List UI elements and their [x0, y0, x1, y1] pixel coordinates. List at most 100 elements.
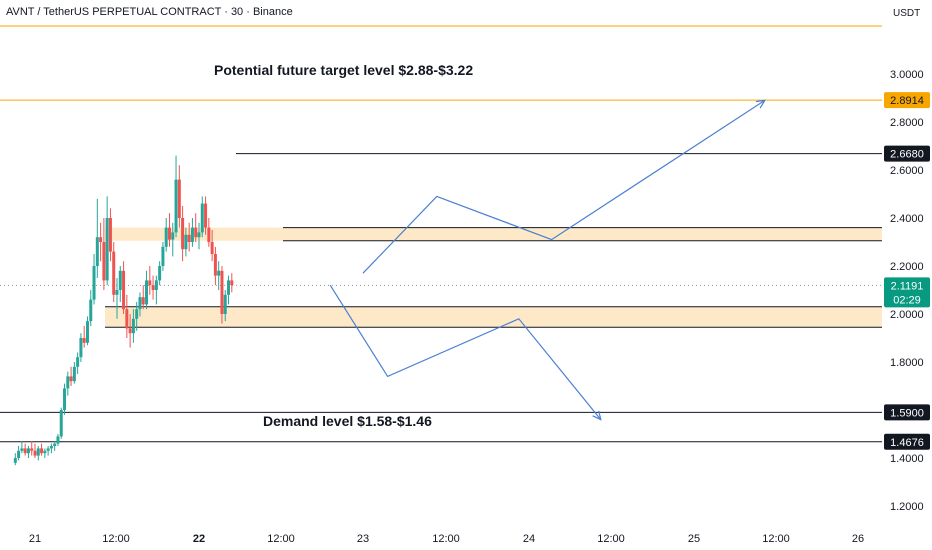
zone-band-0	[105, 227, 882, 241]
candle-body-19	[76, 357, 80, 367]
x-tick-label: 12:00	[432, 533, 460, 545]
candle-body-8	[40, 448, 44, 454]
projection-path-0	[362, 99, 766, 274]
x-tick-label: 21	[29, 533, 41, 545]
candle-body-22	[85, 321, 89, 343]
projection-path-1	[329, 284, 602, 420]
x-tick-label: 12:00	[762, 533, 790, 545]
axes-layer: 3.0000 2.8000 2.6000 2.4000 2.2000 2.0000 1.80…	[29, 69, 924, 545]
candle-body-23	[89, 299, 93, 322]
target-annotation: Potential future target level $2.88-$3.2…	[214, 62, 474, 78]
candle-body-62	[217, 270, 221, 276]
candle-body-54	[190, 227, 194, 242]
badges-layer: 2.8914 2.6680 1.5900 1.4676 2.1191 02:29	[884, 92, 930, 450]
x-tick-label: 22	[193, 533, 205, 545]
candle-body-56	[197, 232, 201, 238]
candle-body-6	[33, 450, 37, 456]
candle-body-10	[46, 448, 50, 451]
candle-body-32	[118, 270, 122, 290]
candle-body-9	[43, 450, 47, 454]
candle-body-4	[26, 448, 30, 454]
candles-layer	[13, 155, 234, 466]
candle-body-3	[23, 448, 27, 454]
candle-body-44	[158, 266, 162, 281]
level-badge-4-label: 1.4676	[890, 437, 924, 449]
candle-body-50	[177, 179, 181, 218]
candle-body-42	[151, 285, 155, 290]
candle-body-57	[200, 203, 204, 233]
projection-arrowhead-0	[755, 99, 766, 109]
candle-body-41	[148, 280, 152, 286]
candle-body-46	[164, 227, 168, 247]
zones-layer	[105, 227, 882, 328]
candle-body-66	[230, 280, 234, 286]
candle-body-47	[167, 227, 171, 240]
candle-body-33	[122, 270, 126, 310]
y-tick-label: 2.4000	[890, 213, 924, 225]
x-tick-label: 26	[852, 533, 864, 545]
candle-body-52	[184, 234, 188, 250]
candle-body-38	[138, 297, 142, 310]
y-tick-label: 1.4000	[890, 453, 924, 465]
candle-body-39	[141, 297, 145, 305]
candle-body-64	[223, 294, 227, 314]
candle-body-61	[213, 254, 217, 276]
candle-body-49	[174, 179, 178, 233]
last-price-badge-bg	[884, 277, 930, 308]
y-tick-label: 2.2000	[890, 261, 924, 273]
candle-body-51	[181, 218, 185, 250]
candle-body-59	[207, 227, 211, 242]
candle-body-1	[17, 450, 21, 458]
candle-body-35	[128, 328, 132, 334]
candle-body-26	[99, 237, 103, 242]
candle-body-28	[105, 218, 109, 281]
candle-body-13	[56, 436, 60, 444]
x-tick-label: 24	[523, 533, 535, 545]
level-badge-1-bg	[884, 92, 930, 109]
y-tick-label: 2.8000	[890, 117, 924, 129]
candle-body-18	[72, 366, 76, 382]
candle-body-5	[30, 448, 34, 451]
projection-arrowhead-1	[592, 410, 602, 421]
zone-band-1	[105, 306, 882, 328]
level-badge-1-label: 2.8914	[890, 95, 924, 107]
candle-body-60	[210, 242, 214, 254]
candle-body-43	[154, 280, 158, 290]
level-badge-2-label: 2.6680	[890, 149, 924, 161]
candle-body-12	[53, 443, 57, 446]
levels-layer	[0, 25, 882, 443]
candle-body-65	[227, 280, 231, 295]
candle-body-37	[135, 309, 139, 319]
projection-layer	[329, 99, 766, 421]
y-tick-label: 1.8000	[890, 357, 924, 369]
candle-body-45	[161, 246, 165, 266]
level-badge-4-bg	[884, 433, 930, 450]
last-price-badge-label: 2.1191	[891, 280, 924, 292]
x-tick-label: 25	[688, 533, 700, 545]
x-tick-label: 23	[357, 533, 369, 545]
y-tick-label: 2.0000	[890, 309, 924, 321]
level-badge-2-bg	[884, 145, 930, 162]
candle-body-0	[13, 458, 17, 463]
candle-body-31	[115, 290, 119, 295]
candle-body-21	[82, 338, 86, 343]
candle-body-16	[66, 376, 70, 389]
candle-body-27	[102, 242, 106, 281]
candle-body-17	[69, 376, 73, 382]
level-badge-3-bg	[884, 404, 930, 421]
x-tick-label: 12:00	[102, 533, 130, 545]
chart-title: AVNT / TetherUS PERPETUAL CONTRACT · 30 …	[6, 6, 293, 18]
candle-body-7	[36, 448, 40, 456]
level-badge-3-label: 1.5900	[890, 407, 924, 419]
candle-body-25	[95, 237, 99, 266]
candle-body-20	[79, 338, 83, 358]
last-price-badge-countdown: 02:29	[893, 294, 921, 306]
candle-body-2	[20, 448, 24, 451]
candle-body-53	[187, 234, 191, 242]
candle-body-24	[92, 266, 96, 300]
candle-body-34	[125, 309, 129, 329]
candle-body-58	[204, 203, 208, 228]
candle-body-14	[59, 410, 63, 437]
x-tick-label: 12:00	[597, 533, 625, 545]
